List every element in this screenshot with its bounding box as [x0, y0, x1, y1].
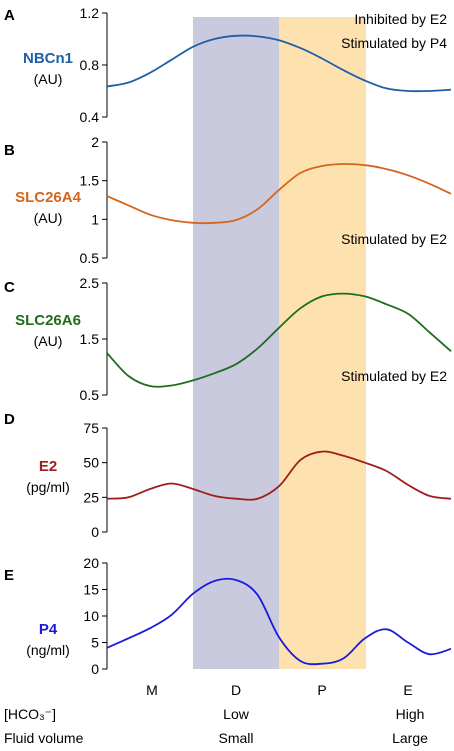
panel-annotation: Stimulated by P4 [341, 35, 447, 51]
series-line-slc26a4 [106, 163, 452, 225]
bottom-row-label: [HCO₃⁻] [4, 706, 56, 722]
y-tick-label: 0.5 [80, 250, 100, 266]
shaded-region-p [279, 17, 366, 669]
bottom-row-label: Fluid volume [4, 730, 84, 746]
y-axis-unit: (AU) [34, 210, 63, 226]
y-tick-label: 1.5 [80, 173, 100, 189]
panel-e: E P4 (ng/ml) 0 5 10 15 20 [4, 555, 452, 677]
y-tick-label: 20 [83, 555, 99, 571]
y-axis-title: SLC26A4 [15, 189, 82, 206]
y-tick-label: 0.4 [80, 109, 100, 125]
x-phase-label: P [317, 682, 326, 698]
phase-labels-layer: M D P E [HCO₃⁻] Low High Fluid volume Small Large [4, 682, 428, 746]
y-tick-label: 75 [83, 420, 99, 436]
panel-letter: D [4, 411, 15, 428]
panel-letter: C [4, 279, 15, 296]
y-axis-unit: (AU) [34, 71, 63, 87]
y-tick-label: 0.5 [80, 387, 100, 403]
y-tick-label: 25 [83, 489, 99, 505]
shaded-region-d [193, 17, 279, 669]
panel-letter: E [4, 567, 14, 584]
series-line-nbcn1 [106, 34, 452, 93]
series-line-e2 [106, 450, 452, 501]
y-axis-unit: (pg/ml) [26, 479, 70, 495]
y-tick-label: 5 [91, 635, 99, 651]
y-tick-label: 0 [91, 524, 99, 540]
panel-annotation: Inhibited by E2 [354, 11, 447, 27]
y-axis-unit: (ng/ml) [26, 642, 70, 658]
y-axis-title: NBCn1 [23, 50, 73, 67]
panel-letter: A [4, 7, 15, 24]
x-phase-label: M [146, 682, 158, 698]
panel-d: D E2 (pg/ml) 0 25 50 75 [4, 411, 452, 540]
x-phase-label: E [403, 682, 412, 698]
phase-shading-layer [193, 17, 366, 669]
panel-annotation: Stimulated by E2 [341, 231, 447, 247]
y-tick-label: 0.8 [80, 57, 100, 73]
panel-annotation: Stimulated by E2 [341, 368, 447, 384]
bottom-row-value: Large [392, 730, 428, 746]
bottom-row-value: High [396, 706, 425, 722]
y-axis-unit: (AU) [34, 333, 63, 349]
y-axis-title: SLC26A6 [15, 312, 81, 329]
y-axis-title: E2 [39, 458, 57, 475]
y-tick-label: 1 [91, 211, 99, 227]
bottom-row-value: Small [218, 730, 253, 746]
panel-letter: B [4, 142, 15, 159]
y-axis-title: P4 [39, 621, 58, 638]
y-tick-label: 0 [91, 661, 99, 677]
x-phase-label: D [231, 682, 241, 698]
series-line-p4 [106, 577, 452, 666]
series-line-slc26a6 [106, 292, 452, 388]
panels-layer: A NBCn1 (AU) 0.4 0.8 1.2 Inhibited by E2 Stimul… [4, 5, 452, 677]
y-tick-label: 1.5 [80, 331, 100, 347]
bottom-row-value: Low [223, 706, 250, 722]
y-tick-label: 2 [91, 134, 99, 150]
y-tick-label: 10 [83, 608, 99, 624]
y-tick-label: 1.2 [80, 5, 100, 21]
panel-b: B SLC26A4 (AU) 0.5 1 1.5 2 Stimulated by E2 [4, 134, 452, 266]
y-tick-label: 15 [83, 582, 99, 598]
panel-a: A NBCn1 (AU) 0.4 0.8 1.2 Inhibited by E2 Stimul… [4, 5, 452, 125]
y-tick-label: 50 [83, 455, 99, 471]
y-tick-label: 2.5 [80, 275, 100, 291]
